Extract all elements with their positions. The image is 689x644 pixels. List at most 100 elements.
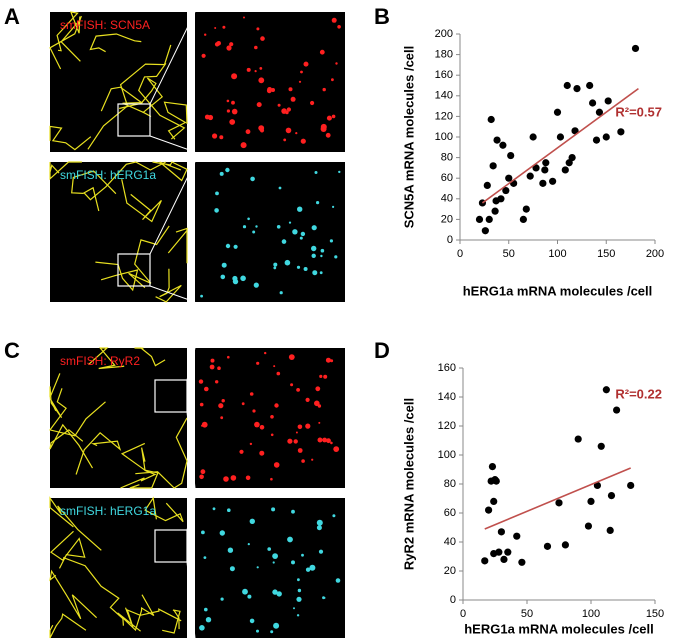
fish-spot xyxy=(256,629,259,633)
fish-spot xyxy=(204,33,207,36)
fish-spot xyxy=(317,437,323,443)
fish-spot xyxy=(215,380,219,384)
data-point xyxy=(518,558,526,566)
data-point xyxy=(631,44,640,53)
inset-connector xyxy=(186,411,196,489)
fish-spot xyxy=(226,99,230,103)
data-point xyxy=(573,84,581,93)
fish-spot xyxy=(229,566,235,572)
y-tick-label: 80 xyxy=(444,478,456,490)
cell-outline xyxy=(119,77,164,114)
fish-spot xyxy=(273,622,280,629)
data-point xyxy=(490,497,498,505)
fish-spot xyxy=(270,433,274,437)
fish-spot xyxy=(227,508,231,512)
fish-spot xyxy=(296,596,302,602)
fish-spot xyxy=(332,205,335,208)
image-caption: smFISH: SCN5A xyxy=(60,18,150,32)
data-point xyxy=(485,506,493,514)
cell-outline xyxy=(62,557,124,626)
cell-outline xyxy=(49,496,102,551)
data-point xyxy=(542,159,550,167)
fish-spot xyxy=(298,80,302,83)
fish-spot xyxy=(254,421,260,428)
panel-label: B xyxy=(374,4,390,29)
data-point xyxy=(627,481,635,490)
data-point xyxy=(513,532,521,540)
inset-box xyxy=(117,103,151,137)
fish-spot xyxy=(311,458,314,461)
image-caption: smFISH: hERG1a xyxy=(60,504,156,518)
fish-spot xyxy=(319,271,323,275)
x-tick-label: 150 xyxy=(646,608,664,620)
fish-spot xyxy=(292,229,298,235)
data-point xyxy=(504,548,512,556)
fish-spot xyxy=(259,450,265,456)
data-point xyxy=(497,528,505,536)
fish-spot xyxy=(295,431,298,434)
fish-spot xyxy=(335,62,338,65)
fish-spot xyxy=(305,423,311,429)
fish-spot xyxy=(330,359,334,363)
x-tick-label: 50 xyxy=(521,608,533,620)
y-tick-label: 120 xyxy=(438,420,456,432)
data-point xyxy=(602,133,610,141)
fish-spot xyxy=(311,253,316,258)
y-tick-label: 0 xyxy=(447,234,453,246)
fish-spot xyxy=(253,282,259,288)
cell-outline xyxy=(49,161,82,181)
fish-spot xyxy=(247,217,250,221)
fish-spot xyxy=(337,25,341,29)
fish-spot xyxy=(220,597,224,601)
fish-spot xyxy=(227,355,230,359)
data-point xyxy=(485,215,493,223)
data-point xyxy=(563,81,571,90)
fish-spot xyxy=(220,416,224,420)
fish-spot xyxy=(270,415,274,419)
data-point xyxy=(589,99,597,107)
fish-spot xyxy=(219,171,224,176)
fish-spot xyxy=(221,399,225,403)
y-tick-label: 160 xyxy=(438,362,456,374)
data-point xyxy=(499,141,507,149)
fish-spot xyxy=(201,53,206,58)
fish-spot xyxy=(322,87,326,92)
data-point xyxy=(561,166,569,174)
fish-spot xyxy=(247,543,250,546)
fish-spot xyxy=(320,123,327,130)
cell-outline xyxy=(48,388,106,437)
cell-outline xyxy=(152,161,188,182)
data-point xyxy=(584,522,593,530)
data-point xyxy=(539,179,547,187)
fish-spot xyxy=(319,374,323,378)
fish-spot xyxy=(296,614,300,617)
data-point xyxy=(492,477,500,485)
fish-spot xyxy=(273,365,276,368)
fish-spot xyxy=(323,596,326,599)
fish-spot xyxy=(219,530,225,536)
cell-outline xyxy=(75,431,122,475)
fish-spot xyxy=(293,439,298,444)
fish-spot xyxy=(331,114,336,119)
fish-spot xyxy=(214,208,219,213)
data-point xyxy=(607,492,616,500)
x-tick-label: 100 xyxy=(548,248,566,260)
fish-spot xyxy=(272,589,278,595)
fish-spot xyxy=(264,351,267,355)
data-point xyxy=(493,136,501,144)
fish-spot xyxy=(287,536,293,543)
fish-spot xyxy=(256,102,262,108)
fish-spot xyxy=(326,438,331,444)
fish-spot xyxy=(320,248,325,253)
fish-spot xyxy=(246,67,251,72)
image-caption: smFISH: RyR2 xyxy=(60,354,140,368)
fish-spot xyxy=(242,588,248,595)
x-tick-label: 150 xyxy=(597,248,615,260)
data-point xyxy=(502,186,510,195)
fish-spot xyxy=(278,186,282,190)
cell-outline xyxy=(144,496,184,523)
y-tick-label: 120 xyxy=(435,110,453,122)
fish-spot xyxy=(232,278,239,285)
r-squared: R²=0.22 xyxy=(615,386,662,401)
fish-spot xyxy=(254,45,258,50)
